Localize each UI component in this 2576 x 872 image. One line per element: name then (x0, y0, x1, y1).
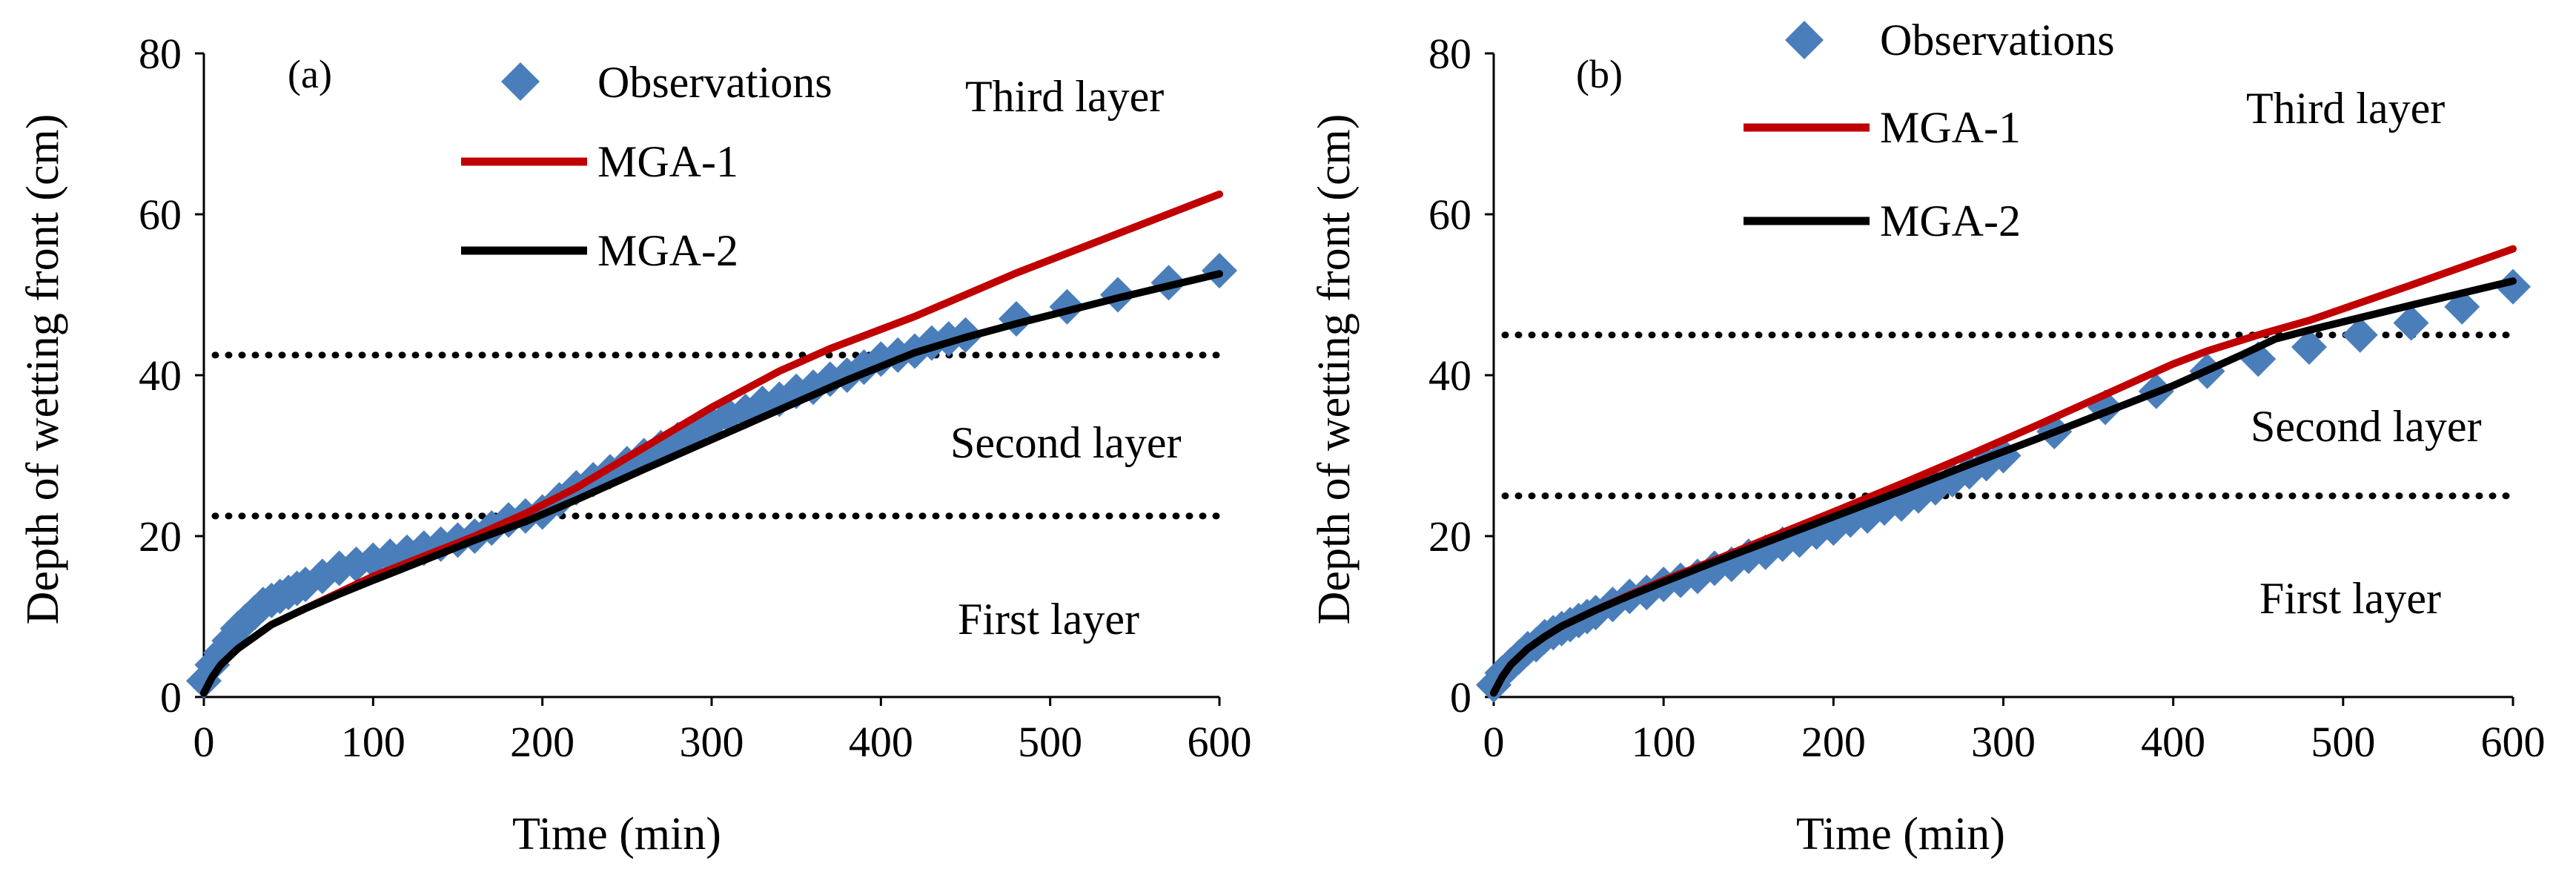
y-axis-label: Depth of wetting front (cm) (18, 114, 68, 625)
chart-panel-b: 0 20 40 60 80 0 100 200 300 400 500 600 (b) Time (m… (1309, 16, 2546, 859)
series-observations (1476, 268, 2531, 703)
x-tick-label: 200 (510, 718, 575, 766)
layer-label-second: Second layer (2251, 402, 2482, 451)
x-tick-label: 500 (2311, 718, 2375, 766)
x-tick-label: 400 (849, 718, 913, 766)
x-axis-label: Time (min) (512, 809, 721, 859)
series (186, 190, 1237, 699)
panel-label: (a) (288, 52, 332, 96)
legend: Observations MGA-1 MGA-2 (1744, 16, 2115, 245)
x-tick-label: 100 (1632, 718, 1696, 766)
x-tick-label: 500 (1018, 718, 1082, 766)
y-tick-label: 80 (1428, 30, 1471, 78)
series-line-mga-2 (200, 270, 1223, 697)
layer-label-third: Third layer (965, 72, 1164, 121)
x-tick-label: 400 (2141, 718, 2205, 766)
layer-label-first: First layer (958, 595, 1139, 644)
y-axis-label: Depth of wetting front (cm) (1309, 114, 1360, 625)
y-tick-label: 20 (1428, 512, 1471, 561)
axes: 0 20 40 60 80 0 100 200 300 400 500 600 (1428, 30, 2546, 766)
axis-ticks: 0 20 40 60 80 0 100 200 300 400 500 600 (1428, 30, 2546, 766)
legend: Observations MGA-1 MGA-2 (461, 58, 832, 275)
legend-mga1-label: MGA-1 (597, 137, 738, 186)
layer-label-third: Third layer (2246, 84, 2445, 133)
x-tick-label: 200 (1801, 718, 1866, 766)
axes: 0 20 40 60 80 0 100 200 300 400 500 600 (139, 30, 1252, 766)
y-tick-label: 60 (139, 191, 182, 239)
y-tick-label: 20 (139, 512, 182, 561)
x-tick-label: 600 (2481, 718, 2546, 766)
x-axis-label: Time (min) (1796, 809, 2005, 859)
legend-mga2-label: MGA-2 (597, 226, 738, 275)
y-tick-label: 0 (1450, 673, 1471, 721)
chart-panel-a: 0 20 40 60 80 0 100 200 300 400 500 600 (a) Time (m… (18, 30, 1252, 859)
legend-mga1-label: MGA-1 (1880, 103, 2021, 152)
panel-label: (b) (1576, 52, 1623, 96)
y-tick-label: 40 (139, 351, 182, 400)
legend-observations-label: Observations (597, 58, 832, 107)
legend-observations-label: Observations (1880, 16, 2115, 65)
x-tick-label: 0 (193, 718, 215, 766)
y-tick-label: 80 (139, 30, 182, 78)
y-tick-label: 60 (1428, 191, 1471, 239)
x-tick-label: 300 (680, 718, 744, 766)
legend-observations-marker (501, 62, 540, 101)
series (1476, 245, 2531, 703)
observation-point (2495, 268, 2531, 305)
layer-label-first: First layer (2259, 574, 2441, 623)
x-tick-label: 300 (1971, 718, 2036, 766)
observation-point (2342, 317, 2378, 353)
x-tick-label: 100 (341, 718, 405, 766)
observation-point (2291, 329, 2327, 366)
x-tick-label: 600 (1188, 718, 1252, 766)
axis-ticks: 0 20 40 60 80 0 100 200 300 400 500 600 (139, 30, 1252, 766)
legend-observations-marker (1785, 21, 1824, 59)
x-tick-label: 0 (1483, 718, 1505, 766)
observation-point (2393, 305, 2429, 341)
layer-label-second: Second layer (950, 418, 1182, 467)
y-tick-label: 40 (1428, 351, 1471, 400)
series-line-mga-2 (1490, 277, 2517, 697)
y-tick-label: 0 (160, 673, 182, 721)
legend-mga2-label: MGA-2 (1880, 196, 2021, 245)
